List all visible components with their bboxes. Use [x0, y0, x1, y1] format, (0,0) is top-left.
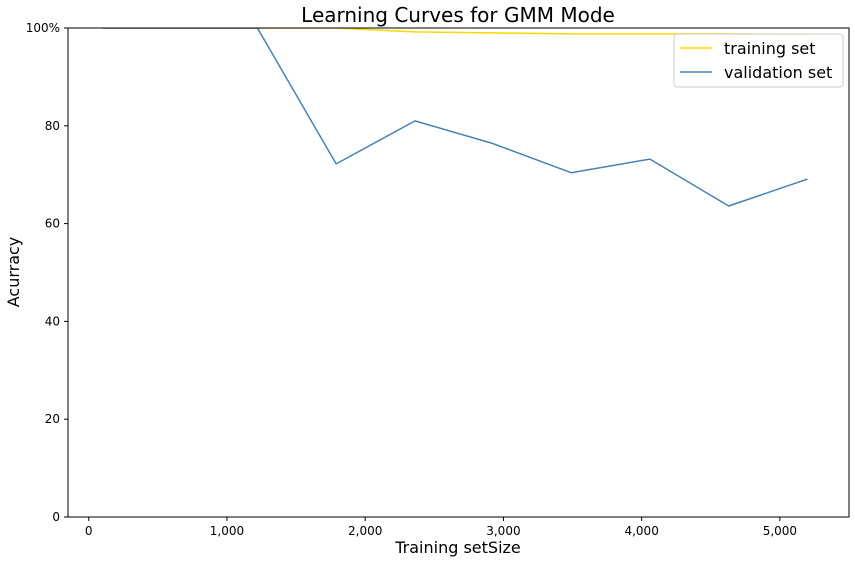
x-axis-ticks: 0 1,000 2,000 3,000 4,000 5,000 — [85, 517, 797, 538]
y-tick-label: 0 — [52, 510, 60, 524]
legend: training set validation set — [673, 33, 844, 88]
y-axis-label: Acurracy — [4, 237, 23, 308]
y-tick-label: 60 — [45, 217, 60, 231]
y-axis-ticks: 0 20 40 60 80 100% — [26, 21, 68, 524]
chart-title: Learning Curves for GMM Mode — [301, 3, 615, 27]
validation-set-line — [102, 28, 808, 207]
legend-label-validation: validation set — [724, 63, 832, 82]
plot-frame — [67, 27, 850, 518]
x-tick-label: 3,000 — [486, 524, 520, 538]
y-tick-label: 80 — [45, 119, 60, 133]
legend-box — [673, 33, 844, 88]
x-tick-label: 0 — [85, 524, 93, 538]
legend-label-training: training set — [724, 39, 816, 58]
y-tick-label: 40 — [45, 314, 60, 328]
x-tick-label: 1,000 — [210, 524, 244, 538]
x-tick-label: 2,000 — [348, 524, 382, 538]
y-tick-label: 100% — [26, 21, 60, 35]
x-tick-label: 5,000 — [763, 524, 797, 538]
x-axis-label: Training setSize — [394, 538, 521, 557]
x-tick-label: 4,000 — [624, 524, 658, 538]
y-tick-label: 20 — [45, 412, 60, 426]
